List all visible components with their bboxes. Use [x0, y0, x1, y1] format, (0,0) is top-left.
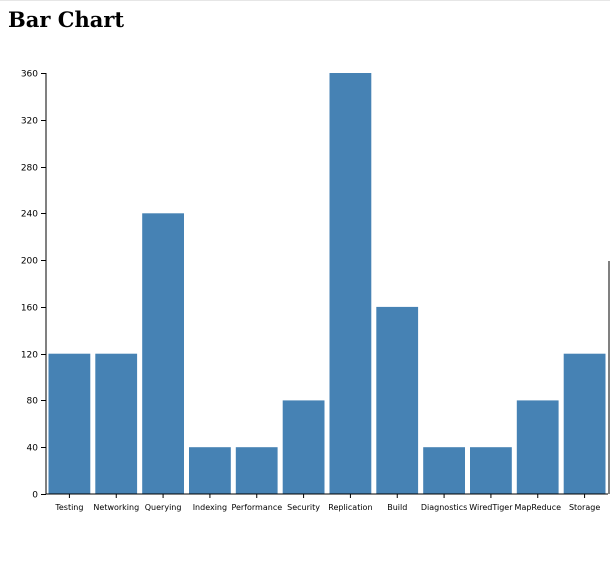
bar-diagnostics [423, 447, 465, 494]
x-tick-label-replication: Replication [328, 503, 372, 512]
x-tick-label-performance: Performance [231, 503, 282, 512]
x-tick-label-security: Security [287, 503, 320, 512]
x-tick-label-indexing: Indexing [193, 503, 227, 512]
x-tick-label-diagnostics: Diagnostics [421, 503, 467, 512]
x-tick-label-querying: Querying [145, 503, 182, 512]
bar-indexing [189, 447, 231, 494]
x-tick-label-testing: Testing [54, 503, 83, 512]
y-tick-label-320: 320 [21, 117, 38, 127]
x-tick-label-build: Build [387, 503, 407, 512]
x-tick-label-storage: Storage [569, 503, 600, 512]
y-tick-label-240: 240 [21, 210, 38, 220]
bar-security [282, 400, 325, 494]
bar-mapreduce [516, 400, 559, 494]
y-tick-label-80: 80 [27, 397, 39, 407]
page-title: Bar Chart [8, 7, 125, 32]
bar-wiredtiger [470, 447, 512, 494]
y-tick-label-200: 200 [21, 257, 38, 267]
bar-build [376, 306, 419, 494]
x-tick-label-wiredtiger: WiredTiger [469, 503, 513, 512]
bar-querying [142, 213, 184, 495]
bar-storage [563, 353, 606, 494]
y-tick-label-0: 0 [32, 491, 38, 501]
y-tick-label-280: 280 [21, 164, 38, 174]
x-tick-label-mapreduce: MapReduce [515, 503, 562, 512]
y-tick-label-160: 160 [21, 304, 38, 314]
bar-networking [95, 353, 138, 494]
x-tick-label-networking: Networking [93, 503, 139, 512]
y-tick-label-120: 120 [21, 351, 38, 361]
y-tick-label-40: 40 [27, 444, 39, 454]
bar-performance [235, 447, 278, 494]
bar-testing [48, 353, 91, 494]
y-tick-label-360: 360 [21, 70, 38, 80]
bar-replication [329, 73, 372, 494]
